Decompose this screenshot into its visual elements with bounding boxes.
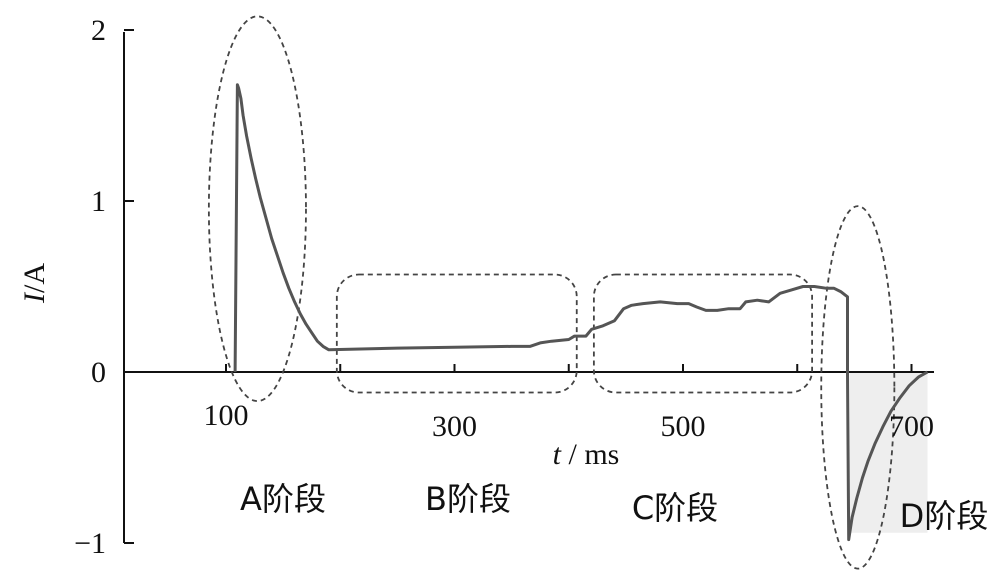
phase-1-box: [335, 273, 578, 394]
y-axis-title: I/A: [18, 263, 51, 304]
series-line: [233, 83, 929, 542]
y-tick-label: 2: [91, 14, 106, 47]
shaded-region-layer: [849, 372, 928, 533]
y-tick-label: −1: [74, 527, 106, 560]
x-axis-title-unit: / ms: [561, 438, 619, 471]
y-tick-label: 0: [91, 356, 106, 389]
phase-label: D阶段: [900, 497, 989, 535]
y-axis-title-symbol: I: [18, 291, 51, 304]
x-axis-title: t / ms: [553, 438, 620, 471]
phase-highlights: [207, 15, 896, 570]
phase-labels: A阶段 B阶段 C阶段 D阶段: [240, 480, 988, 535]
tick-labels: −1 0 1 2 100 300 500 700: [74, 14, 934, 560]
phase-label: B阶段: [425, 480, 511, 518]
x-tick-label: 500: [661, 410, 706, 443]
x-axis-title-symbol: t: [553, 438, 562, 471]
phase-label: A阶段: [240, 480, 326, 518]
phase-2-box: [592, 273, 814, 394]
phase-label: C阶段: [632, 489, 718, 527]
phase-3-ellipse: [820, 205, 896, 570]
y-tick-label: 1: [91, 185, 106, 218]
series-layer: [233, 83, 929, 542]
axes: [123, 29, 934, 544]
y-axis-title-unit: /A: [18, 263, 51, 293]
x-tick-label: 100: [204, 399, 249, 432]
shaded-region: [849, 372, 928, 533]
phase-0-ellipse: [207, 15, 307, 402]
x-tick-label: 700: [889, 410, 934, 443]
x-tick-label: 300: [432, 410, 477, 443]
axis-titles: t / ms I/A: [18, 263, 619, 471]
